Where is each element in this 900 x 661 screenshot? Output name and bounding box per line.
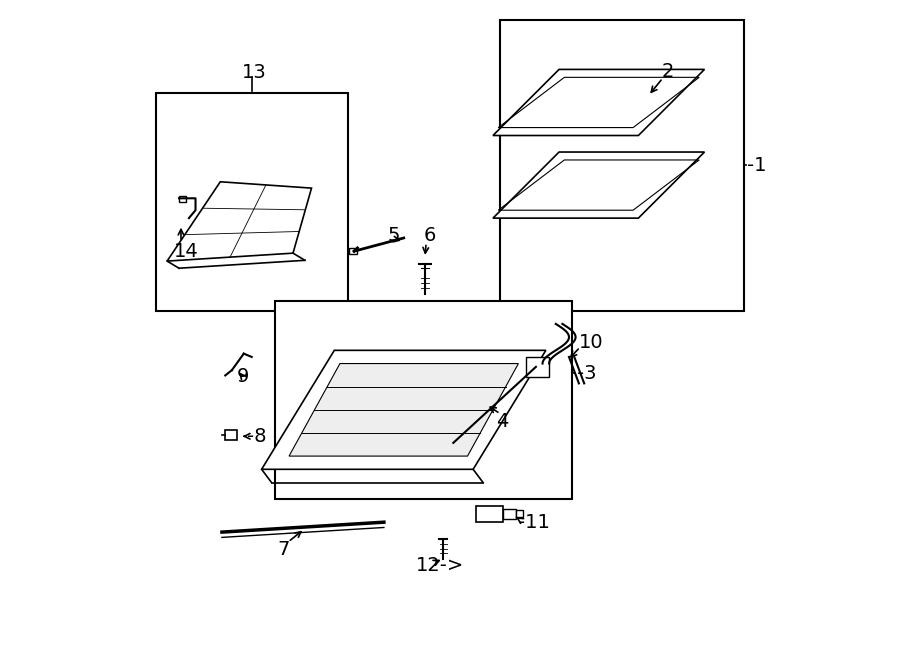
Bar [500,20,744,311]
Bar [274,301,572,499]
Text: 6: 6 [424,227,436,245]
Polygon shape [262,350,545,469]
Bar [516,510,523,517]
Bar [349,248,356,254]
Text: 14: 14 [174,242,199,260]
Text: 7: 7 [277,541,290,559]
Text: 5: 5 [387,227,400,245]
Text: 10: 10 [579,333,604,352]
Text: 4: 4 [496,412,508,431]
Text: -11: -11 [518,513,550,531]
Polygon shape [493,152,705,218]
Text: -3: -3 [577,364,597,383]
Bar [179,196,185,202]
Bar [503,509,516,519]
Bar [156,93,347,311]
Polygon shape [493,69,705,136]
Bar [526,357,549,377]
Text: 2: 2 [662,62,674,81]
Text: 12->: 12-> [416,556,464,574]
Text: 9: 9 [238,368,249,386]
Bar [225,430,238,440]
Polygon shape [289,364,518,456]
Bar [476,506,503,522]
Text: -8: -8 [248,427,266,446]
Text: -1: -1 [747,156,767,175]
Polygon shape [167,182,311,261]
Text: 13: 13 [242,63,266,82]
